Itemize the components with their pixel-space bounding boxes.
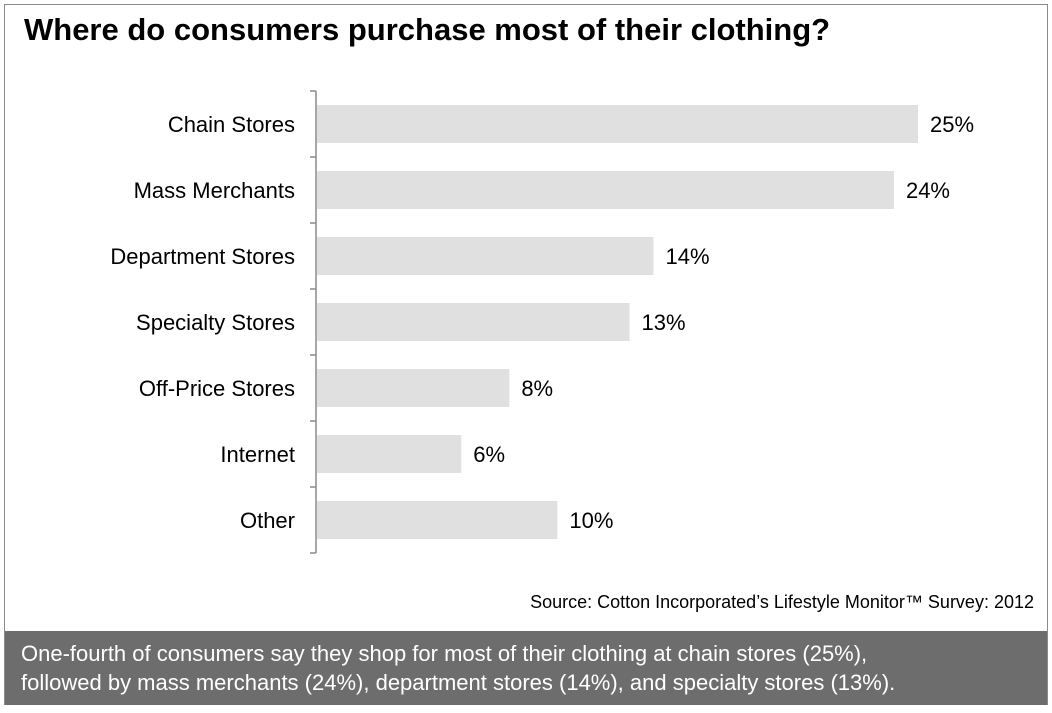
value-label: 10% — [569, 508, 613, 533]
bar-specialty-stores — [317, 303, 630, 341]
value-label: 25% — [930, 112, 974, 137]
category-label: Other — [240, 508, 295, 533]
value-label: 14% — [666, 244, 710, 269]
caption-line-2: followed by mass merchants (24%), depart… — [21, 670, 896, 695]
bar-chain-stores — [317, 105, 918, 143]
category-label: Internet — [220, 442, 295, 467]
labels-layer: Chain Stores 25% Mass Merchants 24% Departme… — [110, 112, 974, 533]
y-axis — [310, 90, 317, 554]
bar-mass-merchants — [317, 171, 894, 209]
chart-title: Where do consumers purchase most of thei… — [24, 12, 831, 47]
caption-box: One-fourth of consumers say they shop fo… — [5, 631, 1047, 705]
value-label: 6% — [473, 442, 505, 467]
bar-department-stores — [317, 237, 654, 275]
category-label: Chain Stores — [168, 112, 295, 137]
value-label: 24% — [906, 178, 950, 203]
category-label: Specialty Stores — [136, 310, 295, 335]
category-label: Off-Price Stores — [139, 376, 295, 401]
caption-line-1: One-fourth of consumers say they shop fo… — [21, 641, 868, 666]
source-note: Source: Cotton Incorporated’s Lifestyle … — [530, 592, 1034, 612]
category-label: Mass Merchants — [134, 178, 295, 203]
category-label: Department Stores — [110, 244, 295, 269]
bar-other — [317, 501, 558, 539]
value-label: 8% — [521, 376, 553, 401]
bar-internet — [317, 435, 462, 473]
bars-layer — [317, 105, 918, 539]
bar-off-price-stores — [317, 369, 510, 407]
value-label: 13% — [642, 310, 686, 335]
